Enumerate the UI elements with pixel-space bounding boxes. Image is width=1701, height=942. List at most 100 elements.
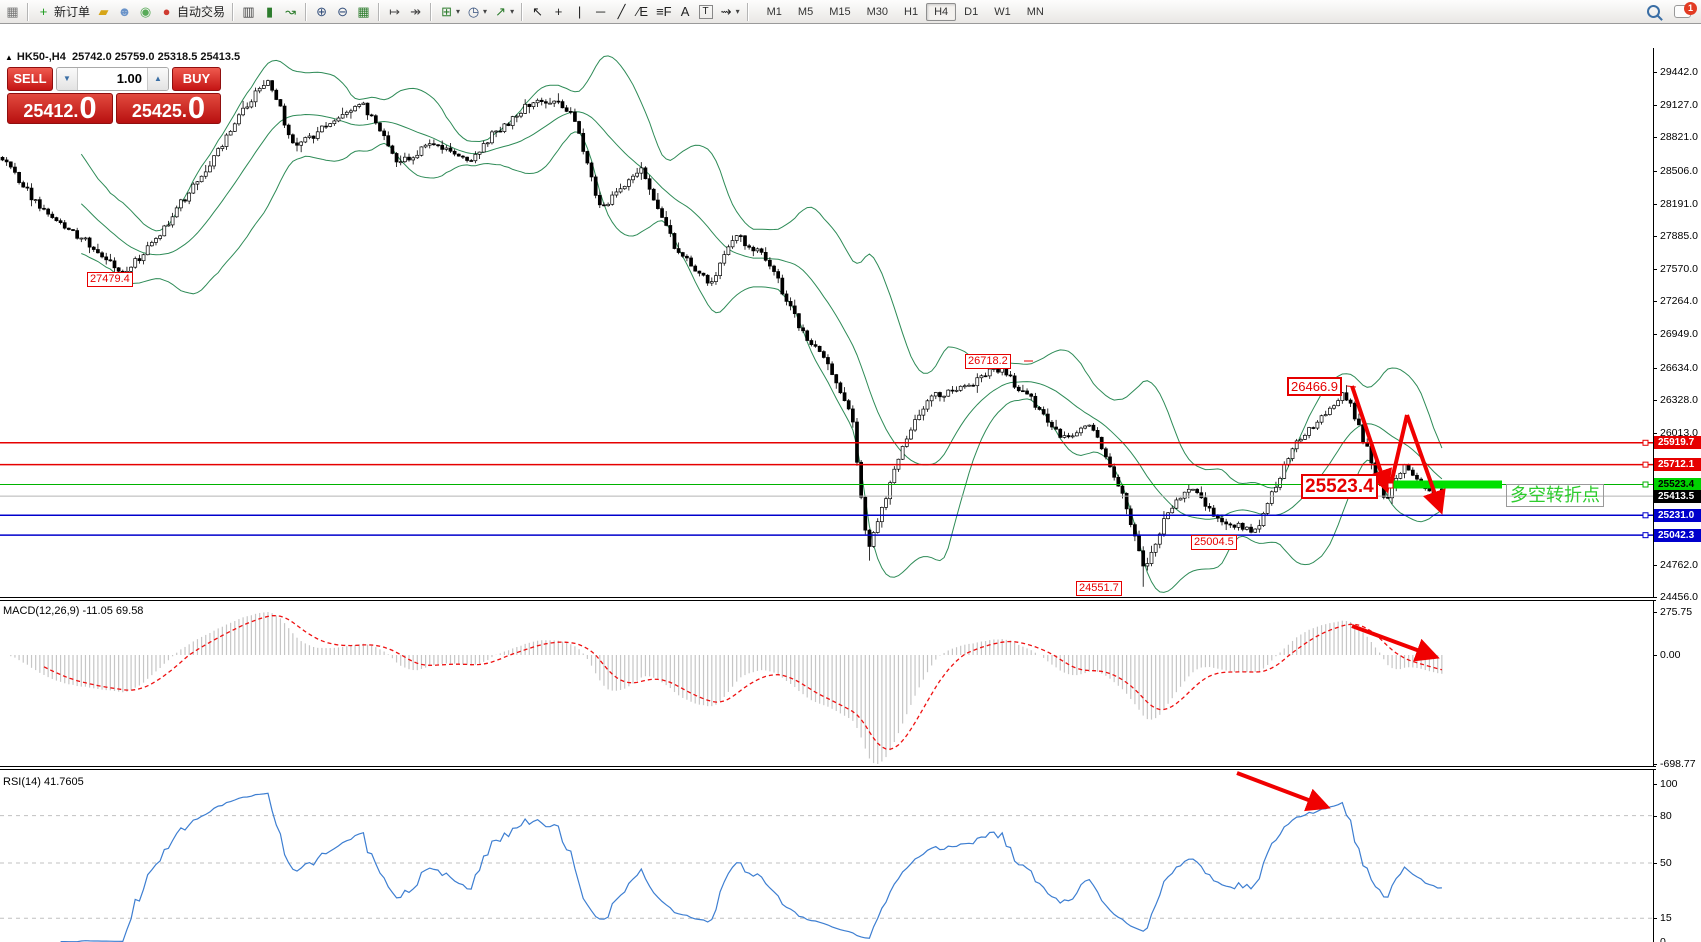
collapse-triangle-icon[interactable]: ▲ [5, 53, 13, 62]
new-chart-button[interactable]: ⊞ ▾ [436, 1, 463, 22]
search-icon[interactable] [1647, 5, 1660, 18]
price-label-annotation[interactable]: 24551.7 [1076, 581, 1122, 596]
text-label-tool-icon: T [698, 4, 713, 19]
buy-price[interactable]: 25425. 0 [115, 92, 221, 124]
tile-windows-icon[interactable]: ▦ [353, 1, 374, 22]
price-axis-tick [1653, 203, 1657, 205]
equidistant-channel-tool-icon: ∕E [637, 4, 648, 19]
autotrading-button[interactable]: ● 自动交易 [156, 1, 228, 22]
chart-shift-icon[interactable]: ↦ [384, 1, 405, 22]
vertical-line-tool-icon: | [577, 4, 582, 19]
price-axis-label: 28191.0 [1660, 197, 1698, 210]
chart-area[interactable]: ▲ HK50-,H4 25742.0 25759.0 25318.5 25413.… [0, 24, 1701, 942]
timeframe-h4[interactable]: H4 [926, 2, 957, 21]
text-label-tool[interactable]: T [696, 1, 716, 22]
indicators-button-icon: ↗ [495, 4, 507, 19]
price-axis-label: 26949.0 [1660, 328, 1698, 341]
text-annotation[interactable]: 多空转折点 [1506, 484, 1604, 507]
chat-icon[interactable]: 1 [1674, 2, 1697, 18]
fibonacci-tool[interactable]: ≡F [653, 1, 675, 22]
candlestick-chart-icon[interactable]: ▮ [259, 1, 280, 22]
price-line-tag: 25712.1 [1654, 458, 1701, 472]
price-label-annotation[interactable]: 25523.4 [1301, 474, 1378, 499]
price-axis-tick [1653, 367, 1657, 369]
chart-autoscroll-icon[interactable]: ↠ [405, 1, 426, 22]
bollinger-bands[interactable] [80, 55, 1443, 593]
horizontal-line-tool[interactable]: ─ [590, 1, 611, 22]
crosshair-tool[interactable]: + [548, 1, 569, 22]
pane-separator[interactable] [0, 766, 1656, 770]
timeframe-w1[interactable]: W1 [994, 5, 1011, 18]
cursor-tool[interactable]: ↖ [527, 1, 548, 22]
timeframe-m15[interactable]: M15 [829, 5, 851, 18]
horizontal-price-lines[interactable] [0, 439, 1653, 539]
rsi-axis-label: 80 [1660, 809, 1672, 822]
zoom-in-icon[interactable]: ⊕ [311, 1, 332, 22]
trendline-tool-icon: ╱ [617, 4, 626, 19]
buy-button[interactable]: BUY [172, 67, 221, 91]
timeframe-m1[interactable]: M1 [766, 5, 782, 18]
timeframe-m30[interactable]: M30 [866, 5, 888, 18]
equidistant-channel-tool[interactable]: ∕E [632, 1, 653, 22]
chart-window-icon[interactable]: ▦ [2, 1, 23, 22]
trend-arrows[interactable] [1350, 385, 1446, 515]
price-axis-tick [1653, 334, 1657, 336]
volume-decrease-button[interactable]: ▼ [57, 68, 78, 90]
macd-axis-label: 0.00 [1660, 649, 1681, 661]
dropdown-caret-icon[interactable]: ▾ [510, 7, 515, 16]
price-label-annotation[interactable]: 26718.2 [965, 354, 1011, 369]
volume-increase-button[interactable]: ▲ [147, 68, 168, 90]
price-axis-label: 27570.0 [1660, 263, 1698, 276]
rsi-axis-label: 100 [1660, 778, 1678, 790]
bar-chart-icon[interactable]: ▥ [238, 1, 259, 22]
pane-separator[interactable] [0, 597, 1656, 601]
signal-icon[interactable]: ◉ [135, 1, 156, 22]
toolbar-separator [521, 2, 524, 21]
dropdown-caret-icon[interactable]: ▾ [735, 7, 740, 16]
price-label-annotation[interactable]: 25004.5 [1191, 535, 1237, 550]
sell-price[interactable]: 25412. 0 [7, 92, 113, 124]
indicators-button[interactable]: ↗ ▾ [490, 1, 517, 22]
arrow-objects-button[interactable]: ⇝ ▾ [716, 1, 743, 22]
text-tool-icon: A [680, 4, 690, 19]
dropdown-caret-icon[interactable]: ▾ [456, 7, 461, 16]
price-label-annotation[interactable]: 26466.9 [1287, 377, 1342, 396]
price-axis-label: 27264.0 [1660, 295, 1698, 308]
price-axis-tick [1653, 105, 1657, 107]
macd-arrow[interactable] [1351, 624, 1440, 662]
macd-pane[interactable] [0, 601, 1653, 765]
signal-icon-icon: ◉ [139, 4, 152, 19]
dropdown-caret-icon[interactable]: ▾ [483, 7, 488, 16]
line-chart-icon[interactable]: ↝ [280, 1, 301, 22]
vertical-line-tool[interactable]: | [569, 1, 590, 22]
price-axis-tick [1653, 269, 1657, 271]
timeframe-m5[interactable]: M5 [797, 5, 814, 18]
price-label-annotation[interactable]: 27479.4 [87, 272, 133, 287]
price-axis-label: 26013.0 [1660, 427, 1698, 439]
profile-icon-icon: ☻ [117, 4, 132, 19]
crayon-icon-icon: ▰ [98, 4, 109, 19]
rsi-pane[interactable] [0, 770, 1653, 942]
price-axis-label: 27885.0 [1660, 229, 1698, 242]
rsi-axis-tick [1653, 918, 1657, 920]
toolbar-right: 1 [1647, 2, 1697, 18]
timeframe-mn[interactable]: MN [1026, 5, 1044, 18]
profile-icon[interactable]: ☻ [114, 1, 135, 22]
sell-button[interactable]: SELL [7, 67, 53, 91]
text-tool[interactable]: A [675, 1, 696, 22]
new-order-button[interactable]: + 新订单 [33, 1, 93, 22]
fibonacci-tool-icon: ≡F [656, 4, 672, 19]
timeframe-d1[interactable]: D1 [964, 5, 979, 18]
main-price-pane[interactable] [0, 48, 1653, 597]
volume-stepper: ▼ 1.00 ▲ [56, 67, 169, 91]
horizontal-line-tool-icon: ─ [595, 4, 606, 19]
timeframe-h1[interactable]: H1 [904, 5, 919, 18]
trendline-tool[interactable]: ╱ [611, 1, 632, 22]
crayon-icon[interactable]: ▰ [93, 1, 114, 22]
period-selector-button[interactable]: ◷ ▾ [463, 1, 490, 22]
volume-input[interactable]: 1.00 [116, 71, 142, 86]
toolbar-separator [232, 2, 235, 21]
rsi-arrow[interactable] [1236, 771, 1331, 812]
zoom-out-icon[interactable]: ⊖ [332, 1, 353, 22]
toolbar: ▦ + 新订单 ▰ ☻ ◉ ● 自动交易 ▥ ▮ ↝ ⊕ ⊖ ▦ ↦ ↠ ⊞ ▾ ◷ ▾ ↗ ▾ ↖ + | ─ ╱ ∕E ≡F A T ⇝ ▾… [0, 0, 1701, 24]
